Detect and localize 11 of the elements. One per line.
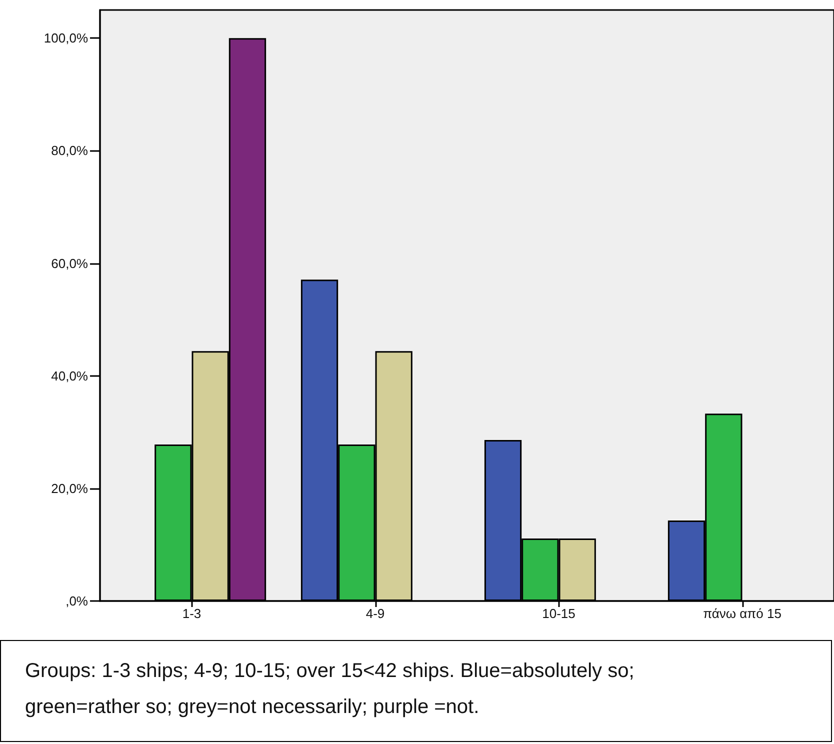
text: Groups: 1-3 ships; 4-9; 10-15; over 15<42 ships. Blue=absolutely so; green=rather so; grey=not necessarily; purple =not. <box>0 640 832 742</box>
y-tick-label: 100,0% <box>44 30 88 46</box>
y-tick-label: 40,0% <box>51 368 88 384</box>
x-tick-label: 10-15 <box>542 606 576 621</box>
y-tick-label: 60,0% <box>51 256 88 271</box>
y-tick-label: 20,0% <box>51 480 88 496</box>
x-tick-label: πάνω από 15 <box>703 606 782 621</box>
y-tick-label: ,0% <box>66 594 88 608</box>
x-tick-label: 4-9 <box>366 606 385 621</box>
y-tick-label: 80,0% <box>51 143 88 158</box>
x-tick-label: 1-3 <box>182 606 202 621</box>
